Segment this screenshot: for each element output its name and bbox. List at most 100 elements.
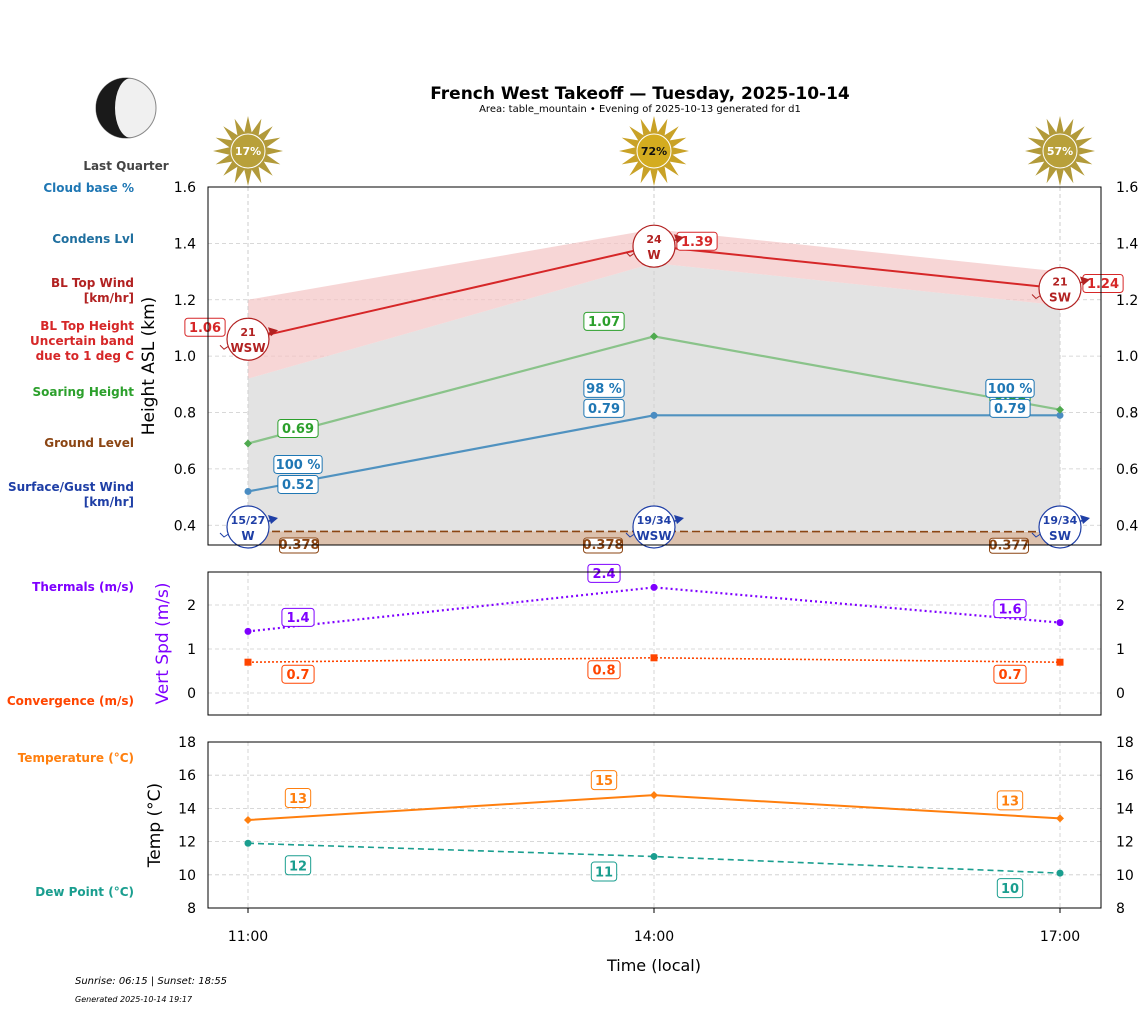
y-tick-right: 0 — [1116, 686, 1125, 702]
sunrise-sunset-text: Sunrise: 06:15 | Sunset: 18:55 — [75, 976, 227, 987]
moon-icon — [95, 77, 157, 139]
y-tick-left: 8 — [187, 901, 196, 917]
x-tick-label: 14:00 — [634, 929, 674, 945]
y-tick-right: 0.4 — [1116, 518, 1138, 534]
y-tick-right: 1.0 — [1116, 349, 1138, 365]
temperature-value-label-box — [996, 790, 1024, 811]
y-tick-left: 0.4 — [174, 518, 196, 534]
row-label-line: [km/hr] — [84, 291, 134, 305]
generated-timestamp: Generated 2025-10-14 19:17 — [75, 995, 193, 1004]
y-tick-left: 1.6 — [174, 180, 196, 196]
row-label: Thermals (m/s) — [32, 580, 134, 594]
convergence-value-label: 0.7 — [998, 668, 1021, 683]
row-label-line: Ground Level — [44, 436, 134, 450]
x-tick-label: 17:00 — [1040, 929, 1080, 945]
condens-value-label-box — [989, 398, 1031, 418]
condens-point — [244, 487, 252, 495]
temperature-value-label: 15 — [595, 774, 613, 789]
bl-top-wind-speed: 24 — [646, 233, 662, 246]
row-label: Surface/Gust Wind [km/hr] — [8, 480, 134, 509]
thermals-value-label-box — [993, 599, 1027, 619]
thermals-value-label-box — [281, 607, 315, 627]
row-label-line: [km/hr] — [84, 495, 134, 509]
sun-disc — [636, 133, 672, 169]
x-axis-label: Time (local) — [606, 956, 701, 975]
y-tick-left: 1.0 — [174, 349, 196, 365]
convergence-point — [650, 654, 658, 662]
height-panel: 0.4 0.4 0.6 0.6 0.8 0.8 1.0 1.0 1.2 1.2 1.4 1.4 1.6 1… — [139, 180, 1138, 554]
dewpoint-value-label: 11 — [595, 866, 613, 881]
bl-top-wind-dir: WSW — [230, 341, 265, 355]
dewpoint-point — [1056, 869, 1064, 877]
chart-subtitle: Area: table_mountain • Evening of 2025-1… — [479, 104, 801, 115]
y-tick-left: 12 — [178, 835, 196, 851]
dewpoint-point — [650, 853, 658, 861]
condens-value-label-box — [277, 474, 319, 494]
temperature-value-label-box — [284, 788, 312, 809]
row-label-line: Surface/Gust Wind — [8, 480, 134, 494]
convergence-value-label: 0.8 — [592, 663, 615, 678]
vertical-speed-panel-frame — [207, 571, 1102, 716]
y-tick-right: 18 — [1116, 735, 1134, 751]
temperature-value-label: 13 — [1001, 794, 1019, 809]
row-label: Convergence (m/s) — [7, 694, 134, 708]
row-label: Soaring Height — [33, 385, 135, 399]
surface-wind-circle — [226, 505, 270, 549]
surface-wind-arrow-icon — [1080, 515, 1090, 524]
y-tick-left: 16 — [178, 768, 196, 784]
convergence-value-label: 0.7 — [286, 668, 309, 683]
vertical-speed-axis-label: Vert Spd (m/s) — [153, 582, 173, 704]
bl-top-value-label-box — [184, 317, 226, 337]
sun-disc — [230, 133, 266, 169]
row-label: Ground Level — [44, 436, 134, 450]
cloud-base-pct-label: 98 % — [586, 382, 622, 397]
y-tick-left: 0.6 — [174, 462, 196, 478]
thermals-line — [247, 586, 1061, 633]
condens-point — [1056, 411, 1064, 419]
vertical-speed-panel: 0 0 1 1 2 2 1.4 2.4 1.6 0.7 0.8 0.7 Vert Spd (m/s) — [153, 563, 1125, 716]
y-tick-right: 8 — [1116, 901, 1125, 917]
temperature-value-label: 13 — [289, 792, 307, 807]
cloud-base-pct-label: 100 % — [276, 458, 321, 473]
dewpoint-value-label: 10 — [1001, 882, 1019, 897]
convergence-value-label-box — [281, 664, 315, 684]
y-tick-left: 18 — [178, 735, 196, 751]
x-tick-label: 11:00 — [228, 929, 268, 945]
y-tick-right: 0.6 — [1116, 462, 1138, 478]
dewpoint-value-label-box — [284, 855, 312, 876]
row-label-line: Temperature (°C) — [18, 751, 134, 765]
sun-percent-label: 57% — [1047, 145, 1073, 158]
bl-top-value-label: 1.39 — [681, 235, 713, 250]
sun-icon: 57% — [1025, 116, 1095, 186]
y-tick-right: 1.4 — [1116, 236, 1138, 252]
ground-value-label: 0.378 — [278, 538, 319, 553]
thermals-point — [244, 627, 252, 635]
bl-top-wind-arrow-icon — [674, 234, 684, 244]
thermals-value-label: 1.4 — [286, 611, 309, 626]
ground-value-label: 0.377 — [988, 538, 1029, 553]
dewpoint-value-label-box — [590, 861, 618, 882]
condens-value-label: 0.52 — [282, 478, 314, 493]
thermals-value-label-box — [587, 563, 621, 583]
bl-top-wind-dir: W — [647, 248, 660, 262]
row-label: BL Top Height Uncertain band due to 1 deg … — [30, 319, 134, 363]
y-tick-right: 0.8 — [1116, 406, 1138, 422]
dewpoint-value-label: 12 — [289, 859, 307, 874]
y-tick-left: 1.4 — [174, 236, 196, 252]
row-label: Condens Lvl — [52, 232, 134, 246]
soaring-point — [1056, 405, 1064, 414]
convergence-line — [247, 656, 1061, 663]
cloud-base-pct-label-box — [583, 378, 625, 398]
row-label: Temperature (°C) — [18, 751, 134, 765]
thermals-point — [650, 583, 658, 591]
sun-percent-label: 17% — [235, 145, 261, 158]
thermals-value-label: 2.4 — [592, 567, 615, 582]
temperature-panel-frame — [207, 741, 1102, 909]
row-label-line: Soaring Height — [33, 385, 135, 399]
bl-top-wind-circle — [632, 224, 676, 268]
bl-top-wind-circle — [1038, 266, 1082, 311]
y-tick-left: 0 — [187, 686, 196, 702]
row-label: Cloud base % — [43, 181, 134, 195]
row-label-line: Cloud base % — [43, 181, 134, 195]
thermals-point — [1056, 619, 1064, 627]
